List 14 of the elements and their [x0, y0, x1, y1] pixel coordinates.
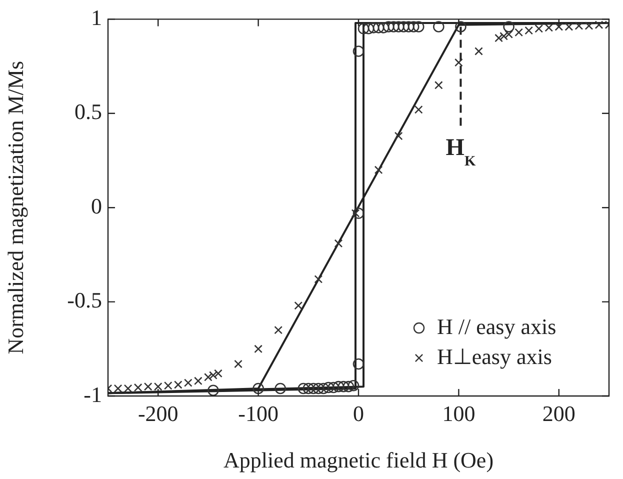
legend-label: H⊥easy axis: [437, 344, 552, 369]
y-tick-label: -0.5: [67, 288, 102, 313]
x-tick-label: 100: [442, 400, 476, 426]
y-tick-label: -1: [84, 382, 102, 407]
legend-label: H // easy axis: [437, 314, 556, 339]
x-tick-label: 0: [353, 400, 364, 426]
x-tick-label: -200: [138, 400, 178, 426]
x-axis-title: Applied magnetic field H (Oe): [223, 448, 494, 473]
y-tick-label: 0.5: [74, 99, 102, 124]
y-axis-title: Normalized magnetization M/Ms: [2, 60, 28, 354]
y-tick-label: 0: [91, 193, 102, 218]
x-tick-label: -100: [238, 400, 278, 426]
x-tick-label: 200: [542, 400, 576, 426]
y-tick-label: 1: [91, 4, 102, 30]
